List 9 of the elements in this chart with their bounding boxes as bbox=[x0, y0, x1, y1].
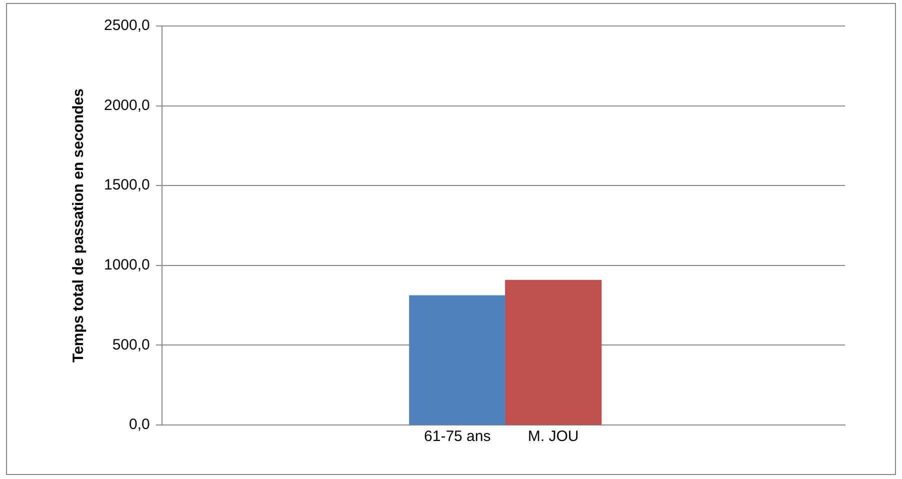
y-axis-title: Temps total de passation en secondes bbox=[70, 88, 88, 362]
y-tick-label: 0,0 bbox=[129, 416, 150, 434]
y-tick-label: 1500,0 bbox=[104, 176, 150, 194]
y-tick-label: 1000,0 bbox=[104, 256, 150, 274]
x-tick-label: 61-75 ans bbox=[424, 428, 491, 446]
y-tick-label: 2000,0 bbox=[104, 96, 150, 114]
x-tick-label: M. JOU bbox=[528, 428, 579, 446]
y-tick-label: 500,0 bbox=[112, 336, 150, 354]
y-tick-label: 2500,0 bbox=[104, 17, 150, 34]
